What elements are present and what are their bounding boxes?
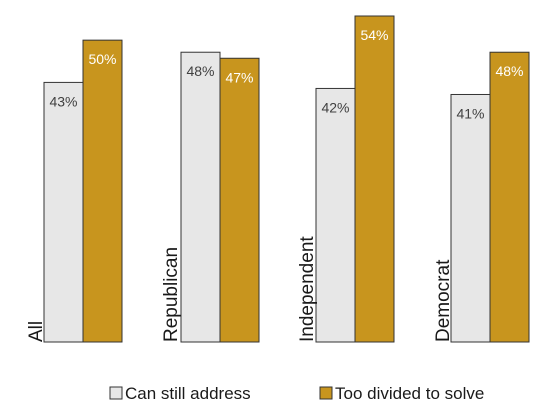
data-label-independent-too-divided-to-solve: 54%: [360, 27, 388, 43]
data-label-republican-can-still-address: 48%: [186, 63, 214, 79]
bar-republican-too-divided-to-solve: [219, 57, 260, 343]
legend-label-can-still-address: Can still address: [125, 384, 251, 403]
bar-all-can-still-address: [43, 81, 84, 343]
data-label-independent-can-still-address: 42%: [321, 99, 349, 115]
data-label-democrat-can-still-address: 41%: [456, 105, 484, 121]
bar-republican-can-still-address: [180, 51, 221, 343]
bars-layer: 43% 50% All 48% 47% Republican 42% 54% Independe…: [26, 15, 530, 343]
data-label-all-can-still-address: 43%: [49, 93, 77, 109]
legend: Can still address Too divided to solve: [109, 384, 484, 403]
category-label-democrat: Democrat: [433, 259, 454, 342]
category-label-all: All: [26, 321, 47, 342]
bar-democrat-too-divided-to-solve: [489, 51, 530, 343]
category-label-republican: Republican: [161, 247, 182, 342]
legend-swatch-can-still-address: [109, 386, 123, 400]
bar-independent-can-still-address: [315, 87, 356, 343]
data-label-all-too-divided-to-solve: 50%: [88, 51, 116, 67]
data-label-republican-too-divided-to-solve: 47%: [225, 69, 253, 85]
bar-democrat-can-still-address: [450, 93, 491, 343]
legend-label-too-divided-to-solve: Too divided to solve: [335, 384, 484, 403]
bar-all-too-divided-to-solve: [82, 39, 123, 343]
legend-swatch-too-divided-to-solve: [319, 386, 333, 400]
category-label-independent: Independent: [297, 236, 318, 342]
bar-independent-too-divided-to-solve: [354, 15, 395, 343]
data-label-democrat-too-divided-to-solve: 48%: [495, 63, 523, 79]
